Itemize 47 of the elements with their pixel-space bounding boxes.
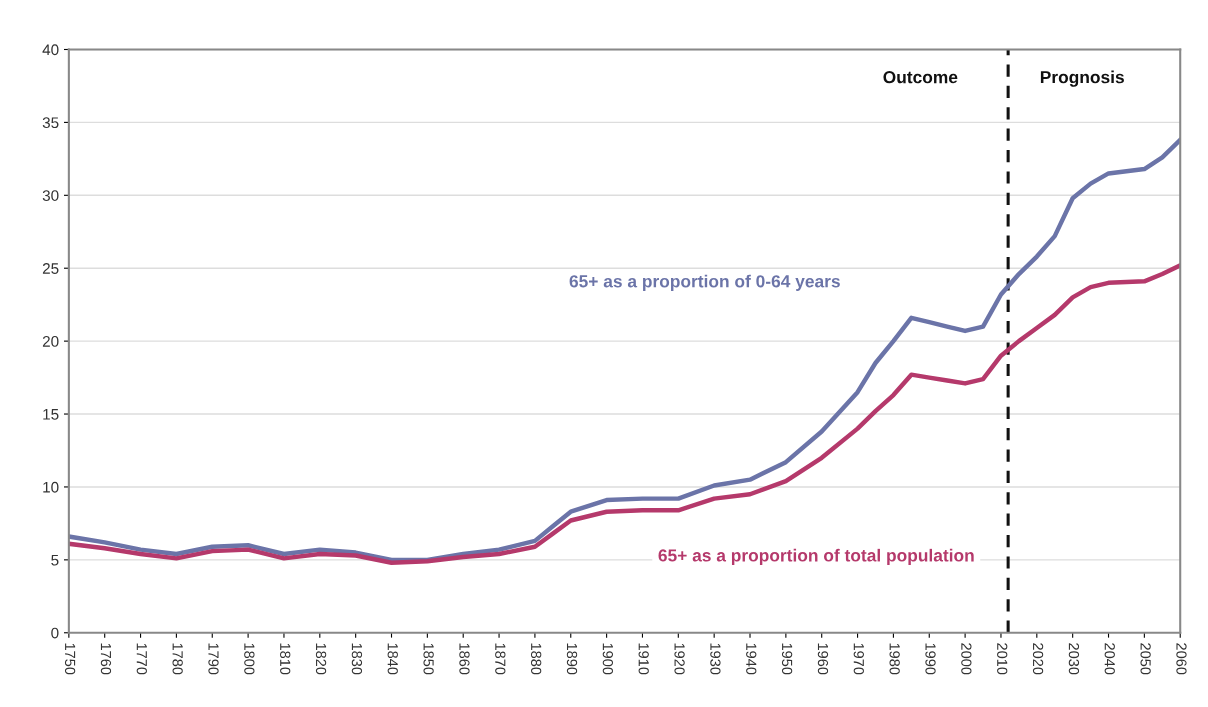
x-tick-label: 1760 — [100, 643, 112, 675]
annotation: Prognosis — [1040, 70, 1124, 87]
text: 65+ as a proportion of 0-64 years — [569, 274, 840, 291]
x-tick-label: 1940 — [746, 643, 757, 675]
x-tick-label: 1910 — [638, 643, 649, 675]
x-tick-label: 1840 — [387, 643, 398, 675]
x-tick-label: 1770 — [136, 643, 147, 675]
y-tick-label: 30 — [42, 190, 59, 201]
x-tick-label: 1900 — [602, 643, 614, 675]
x-tick-label: 1920 — [674, 643, 685, 675]
x-tick-label: 1810 — [280, 643, 291, 675]
x-tick-label: 2000 — [961, 643, 972, 675]
x-tick-label: 1870 — [495, 643, 506, 675]
x-tick-label: 2040 — [1104, 643, 1115, 675]
annotation: Outcome — [883, 71, 958, 84]
x-tick-label: 2030 — [1068, 643, 1080, 675]
line-series — [68, 137, 1181, 563]
x-tick-label: 1800 — [244, 643, 255, 675]
x-tick-label: 1820 — [315, 643, 327, 675]
y-tick-label: 20 — [42, 336, 59, 347]
y-tick-label: 35 — [42, 117, 59, 129]
x-tick-label: 1890 — [566, 643, 578, 675]
x-tick-label: 1990 — [925, 643, 936, 675]
y-tick-label: 5 — [51, 554, 59, 566]
y-tick-label: 15 — [43, 409, 59, 420]
line-series — [68, 263, 1181, 565]
x-tick-label: 1980 — [889, 643, 900, 675]
y-tick-label: 0 — [51, 627, 59, 639]
y-tick-label: 40 — [42, 44, 59, 56]
x-tick-label: 1950 — [781, 643, 793, 675]
y-tick-label: 25 — [42, 263, 59, 274]
x-tick-label: 2010 — [997, 643, 1008, 675]
x-tick-label: 1830 — [351, 643, 363, 675]
x-tick-label: 1930 — [710, 643, 721, 675]
x-tick-label: 1850 — [423, 643, 434, 675]
x-tick-label: 1880 — [531, 643, 542, 675]
x-tick-label: 2020 — [1032, 643, 1044, 675]
x-tick-label: 1970 — [853, 643, 864, 675]
x-tick-label: 2050 — [1140, 643, 1151, 675]
x-tick-label: 1750 — [64, 643, 76, 675]
text: 65+ as a proportion of total population — [658, 548, 974, 566]
x-tick-label: 2060 — [1176, 643, 1187, 675]
x-tick-label: 1780 — [172, 643, 183, 675]
x-tick-label: 1860 — [459, 643, 470, 675]
y-tick-label: 10 — [43, 481, 59, 493]
x-tick-label: 1960 — [817, 643, 829, 675]
x-tick-label: 1790 — [208, 643, 219, 675]
